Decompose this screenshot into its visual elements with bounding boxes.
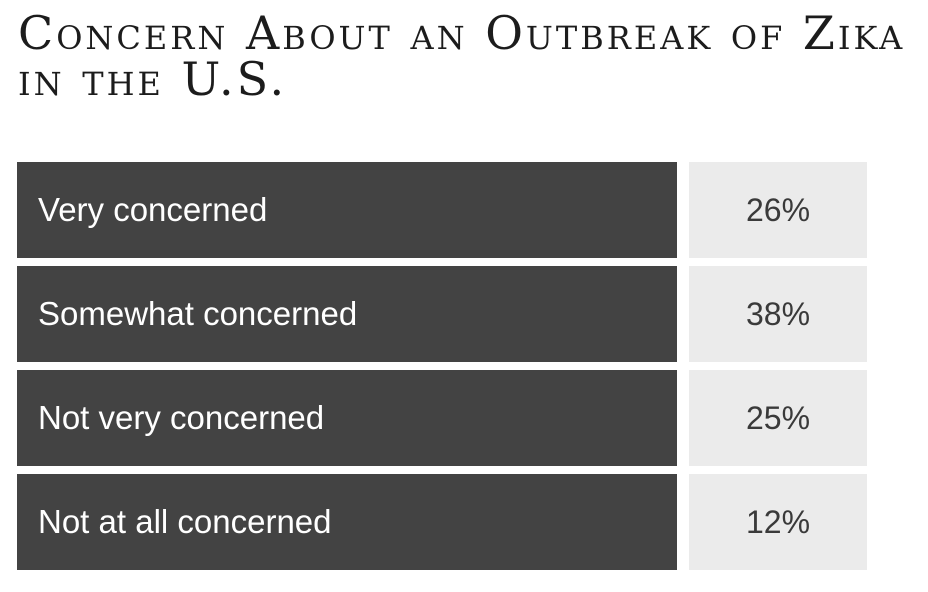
row-value: 12%	[689, 474, 867, 570]
table-row: Very concerned 26%	[17, 162, 867, 258]
table-row: Not very concerned 25%	[17, 370, 867, 466]
row-value: 25%	[689, 370, 867, 466]
table-row: Somewhat concerned 38%	[17, 266, 867, 362]
row-label: Not at all concerned	[17, 474, 677, 570]
table-row: Not at all concerned 12%	[17, 474, 867, 570]
row-value: 26%	[689, 162, 867, 258]
row-label: Not very concerned	[17, 370, 677, 466]
row-label: Very concerned	[17, 162, 677, 258]
row-value: 38%	[689, 266, 867, 362]
results-table: Very concerned 26% Somewhat concerned 38…	[17, 162, 867, 578]
row-label: Somewhat concerned	[17, 266, 677, 362]
chart-title: Concern About an Outbreak of Zika in the…	[18, 6, 906, 106]
